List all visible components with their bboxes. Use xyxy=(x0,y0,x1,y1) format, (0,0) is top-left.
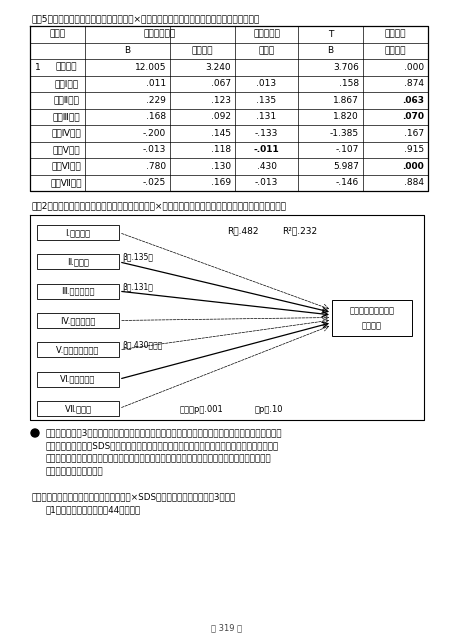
Bar xyxy=(37,401,119,416)
Text: .013: .013 xyxy=(257,79,276,88)
Text: .011: .011 xyxy=(146,79,166,88)
Text: -1.385: -1.385 xyxy=(330,129,359,138)
Text: β＝.430＊＊＊: β＝.430＊＊＊ xyxy=(122,341,163,350)
Text: 1: 1 xyxy=(35,63,41,72)
Text: 12.005: 12.005 xyxy=(134,63,166,72)
Text: R＝.482: R＝.482 xyxy=(227,227,258,236)
Text: .167: .167 xyxy=(404,129,424,138)
Text: Ⅶ.高揚感: Ⅶ.高揚感 xyxy=(64,404,92,413)
Bar xyxy=(37,284,119,299)
Text: -.025: -.025 xyxy=(143,179,166,188)
Text: 1.867: 1.867 xyxy=(333,96,359,105)
Text: 因子Ⅴ合計: 因子Ⅴ合計 xyxy=(53,145,80,154)
Bar xyxy=(37,254,119,269)
Text: これ以降は、3種類の各「居場所」を選択した被調査者のデータのみをピックアップして、「居場: これ以降は、3種類の各「居場所」を選択した被調査者のデータのみをピックアップして… xyxy=(46,428,283,437)
Text: .168: .168 xyxy=(146,112,166,121)
Bar xyxy=(37,342,119,357)
Text: .430: .430 xyxy=(257,162,276,171)
Text: -.013: -.013 xyxy=(255,179,278,188)
Text: 因子Ⅵ合計: 因子Ⅵ合計 xyxy=(52,162,81,171)
Text: ＊＊＊p＜.001: ＊＊＊p＜.001 xyxy=(180,406,223,415)
Text: -.133: -.133 xyxy=(255,129,278,138)
Text: （定数）: （定数） xyxy=(56,63,77,72)
Text: .145: .145 xyxy=(211,129,231,138)
Text: 所」の心理的機能とSDS得点、アイデンティティ確立の関係性を重回帰分析によってそれぞれ見: 所」の心理的機能とSDS得点、アイデンティティ確立の関係性を重回帰分析によってそ… xyxy=(46,441,279,450)
Text: 確立得点: 確立得点 xyxy=(362,321,382,330)
Text: .000: .000 xyxy=(402,162,424,171)
Text: .118: .118 xyxy=(211,145,231,154)
Text: .000: .000 xyxy=(404,63,424,72)
Text: .063: .063 xyxy=(402,96,424,105)
Text: 標準誤差: 標準誤差 xyxy=(385,46,406,55)
Text: 因子Ⅱ合計: 因子Ⅱ合計 xyxy=(54,96,79,105)
Bar xyxy=(37,372,119,387)
Text: Ⅵ.自己肯定感: Ⅵ.自己肯定感 xyxy=(60,374,96,383)
Text: .070: .070 xyxy=(402,112,424,121)
Text: 標準誤差: 標準誤差 xyxy=(192,46,213,55)
Text: ベータ: ベータ xyxy=(258,46,275,55)
Text: .229: .229 xyxy=(146,96,166,105)
Text: 【表5】　「居場所」の心理的機能各因子×アイデンティティ確立尺度得点の重回帰分析結果: 【表5】 「居場所」の心理的機能各因子×アイデンティティ確立尺度得点の重回帰分析… xyxy=(32,14,260,23)
Text: .130: .130 xyxy=(211,162,231,171)
Text: 因子Ⅶ合計: 因子Ⅶ合計 xyxy=(51,179,82,188)
Text: β＝.135＋: β＝.135＋ xyxy=(122,253,153,262)
Text: .169: .169 xyxy=(211,179,231,188)
Text: ていく。なお、原稿掲載の都合上、結果については、説明文は一切省き、パス図のみの掲載とな: ていく。なお、原稿掲載の都合上、結果については、説明文は一切省き、パス図のみの掲… xyxy=(46,454,272,463)
Text: － 319 －: － 319 － xyxy=(212,623,242,632)
Text: .780: .780 xyxy=(146,162,166,171)
Text: Ⅱ.自然体: Ⅱ.自然体 xyxy=(67,257,89,266)
Text: β＝.131＋: β＝.131＋ xyxy=(122,283,153,292)
Text: 5.987: 5.987 xyxy=(333,162,359,171)
Text: .915: .915 xyxy=(404,145,424,154)
Bar xyxy=(332,300,412,335)
Text: T: T xyxy=(328,29,333,39)
Text: .067: .067 xyxy=(211,79,231,88)
Text: .131: .131 xyxy=(257,112,276,121)
Text: -.011: -.011 xyxy=(254,145,279,154)
Text: 【図2】　「居場所」の心理的機能尺度各因子得点×アイデンティティ確立尺度得点の重回帰分析パス図: 【図2】 「居場所」の心理的機能尺度各因子得点×アイデンティティ確立尺度得点の重… xyxy=(32,201,287,210)
Text: -.146: -.146 xyxy=(336,179,359,188)
Text: -.013: -.013 xyxy=(143,145,166,154)
Text: .135: .135 xyxy=(257,96,276,105)
Text: -.107: -.107 xyxy=(336,145,359,154)
Circle shape xyxy=(31,429,39,437)
Text: 標準化係数: 標準化係数 xyxy=(253,29,280,39)
Text: Ⅴ.他者からの自由: Ⅴ.他者からの自由 xyxy=(56,346,100,355)
Text: Ⅰ.被受容感: Ⅰ.被受容感 xyxy=(65,228,90,237)
Text: 1.820: 1.820 xyxy=(333,112,359,121)
Text: アイデンティティの: アイデンティティの xyxy=(350,306,395,315)
Text: R²＝.232: R²＝.232 xyxy=(282,227,317,236)
Text: B: B xyxy=(327,46,334,55)
Text: 3.240: 3.240 xyxy=(205,63,231,72)
Text: Ⅲ.思考・内省: Ⅲ.思考・内省 xyxy=(61,287,95,296)
Text: 因子Ⅳ合計: 因子Ⅳ合計 xyxy=(52,129,81,138)
Bar xyxy=(37,225,119,240)
Text: 因子Ⅲ合計: 因子Ⅲ合計 xyxy=(53,112,80,121)
Text: Ⅳ.行動の自由: Ⅳ.行動の自由 xyxy=(60,316,96,325)
Text: （1人の居場所の被調査者44名のみ）: （1人の居場所の被調査者44名のみ） xyxy=(46,505,141,514)
Text: モデル: モデル xyxy=(49,29,65,39)
Text: .884: .884 xyxy=(404,179,424,188)
Text: .874: .874 xyxy=(404,79,424,88)
Text: ＋p＜.10: ＋p＜.10 xyxy=(255,406,283,415)
Bar xyxy=(37,313,119,328)
Text: る点をご了承頂きたい。: る点をご了承頂きたい。 xyxy=(46,467,104,476)
Text: ㉕「居場所」の心理的機能尺度各因子得点×SDS得点の重回帰分析　【図3参照】: ㉕「居場所」の心理的機能尺度各因子得点×SDS得点の重回帰分析 【図3参照】 xyxy=(32,492,236,501)
Text: .092: .092 xyxy=(211,112,231,121)
Text: .123: .123 xyxy=(211,96,231,105)
Text: .158: .158 xyxy=(339,79,359,88)
Text: 非標準化係数: 非標準化係数 xyxy=(144,29,176,39)
Text: -.200: -.200 xyxy=(143,129,166,138)
Text: 3.706: 3.706 xyxy=(333,63,359,72)
Text: 有意確率: 有意確率 xyxy=(385,29,406,39)
Text: 因子Ⅰ合計: 因子Ⅰ合計 xyxy=(54,79,79,88)
Text: B: B xyxy=(124,46,131,55)
